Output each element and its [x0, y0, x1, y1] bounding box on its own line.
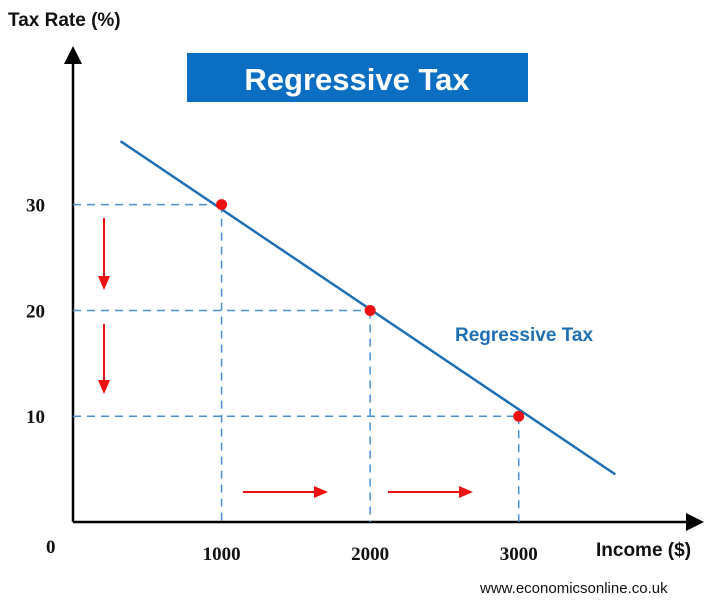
data-point — [513, 410, 525, 422]
guide-lines — [73, 203, 520, 522]
decrease-arrows — [98, 218, 110, 394]
right-arrow-right — [388, 486, 473, 498]
y-tick-label: 20 — [26, 301, 45, 322]
y-tick-label: 30 — [26, 196, 45, 217]
down-arrow-upper — [98, 218, 110, 290]
source-label: www.economicsonline.co.uk — [479, 580, 668, 597]
chart-title: Regressive Tax — [244, 62, 470, 97]
title-banner — [187, 53, 528, 102]
x-tick-label: 1000 — [203, 544, 241, 565]
x-tick-label: 2000 — [351, 544, 389, 565]
series-label: Regressive Tax — [455, 325, 593, 346]
data-points — [216, 199, 525, 422]
data-point — [364, 304, 376, 316]
axes — [64, 46, 704, 531]
data-point — [216, 199, 228, 211]
x-axis-arrowhead — [686, 513, 704, 531]
y-axis-arrowhead — [64, 46, 82, 64]
right-arrow-left — [243, 486, 328, 498]
y-axis-title: Tax Rate (%) — [8, 10, 121, 31]
origin-label: 0 — [46, 537, 56, 558]
x-tick-label: 3000 — [500, 544, 538, 565]
down-arrow-lower — [98, 324, 110, 394]
y-tick-label: 10 — [26, 407, 45, 428]
x-axis-title: Income ($) — [596, 540, 691, 561]
tick-labels: 1000 2000 3000 10 20 30 — [26, 196, 538, 565]
increase-arrows — [243, 486, 473, 498]
